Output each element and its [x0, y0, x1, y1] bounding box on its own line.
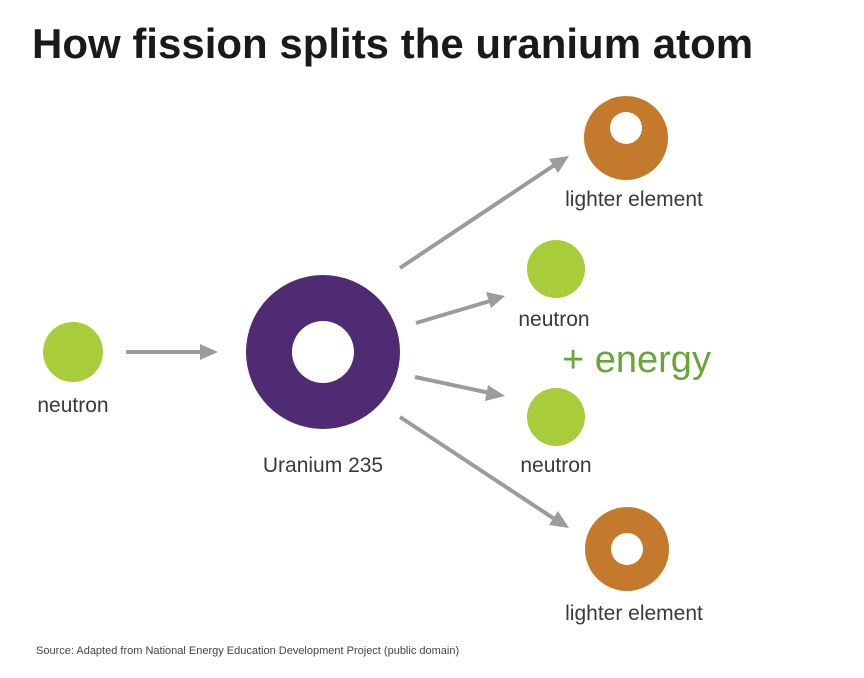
- arrow-to-lower-neutron: [414, 375, 505, 401]
- source-attribution: Source: Adapted from National Energy Edu…: [36, 645, 459, 657]
- uranium-235-nucleus: [246, 275, 400, 429]
- bottom-lighter-element-label: lighter element: [565, 602, 703, 625]
- top-lighter-element: [584, 96, 668, 180]
- top-lighter-element-label: lighter element: [565, 188, 703, 211]
- bottom-lighter-element: [585, 507, 669, 591]
- lower-product-neutron-label: neutron: [520, 454, 591, 477]
- page-title: How fission splits the uranium atom: [32, 20, 753, 67]
- arrow-to-bottom-lighter-element: [398, 415, 569, 528]
- incoming-neutron: [43, 322, 103, 382]
- arrow-neutron-to-uranium: [126, 344, 218, 360]
- arrow-to-upper-neutron: [415, 292, 505, 325]
- incoming-neutron-label: neutron: [37, 394, 108, 417]
- arrow-to-top-lighter-element: [398, 156, 569, 270]
- uranium-235-label: Uranium 235: [263, 454, 383, 477]
- upper-product-neutron: [527, 240, 585, 298]
- energy-label: + energy: [562, 339, 711, 381]
- upper-product-neutron-label: neutron: [518, 308, 589, 331]
- lower-product-neutron: [527, 388, 585, 446]
